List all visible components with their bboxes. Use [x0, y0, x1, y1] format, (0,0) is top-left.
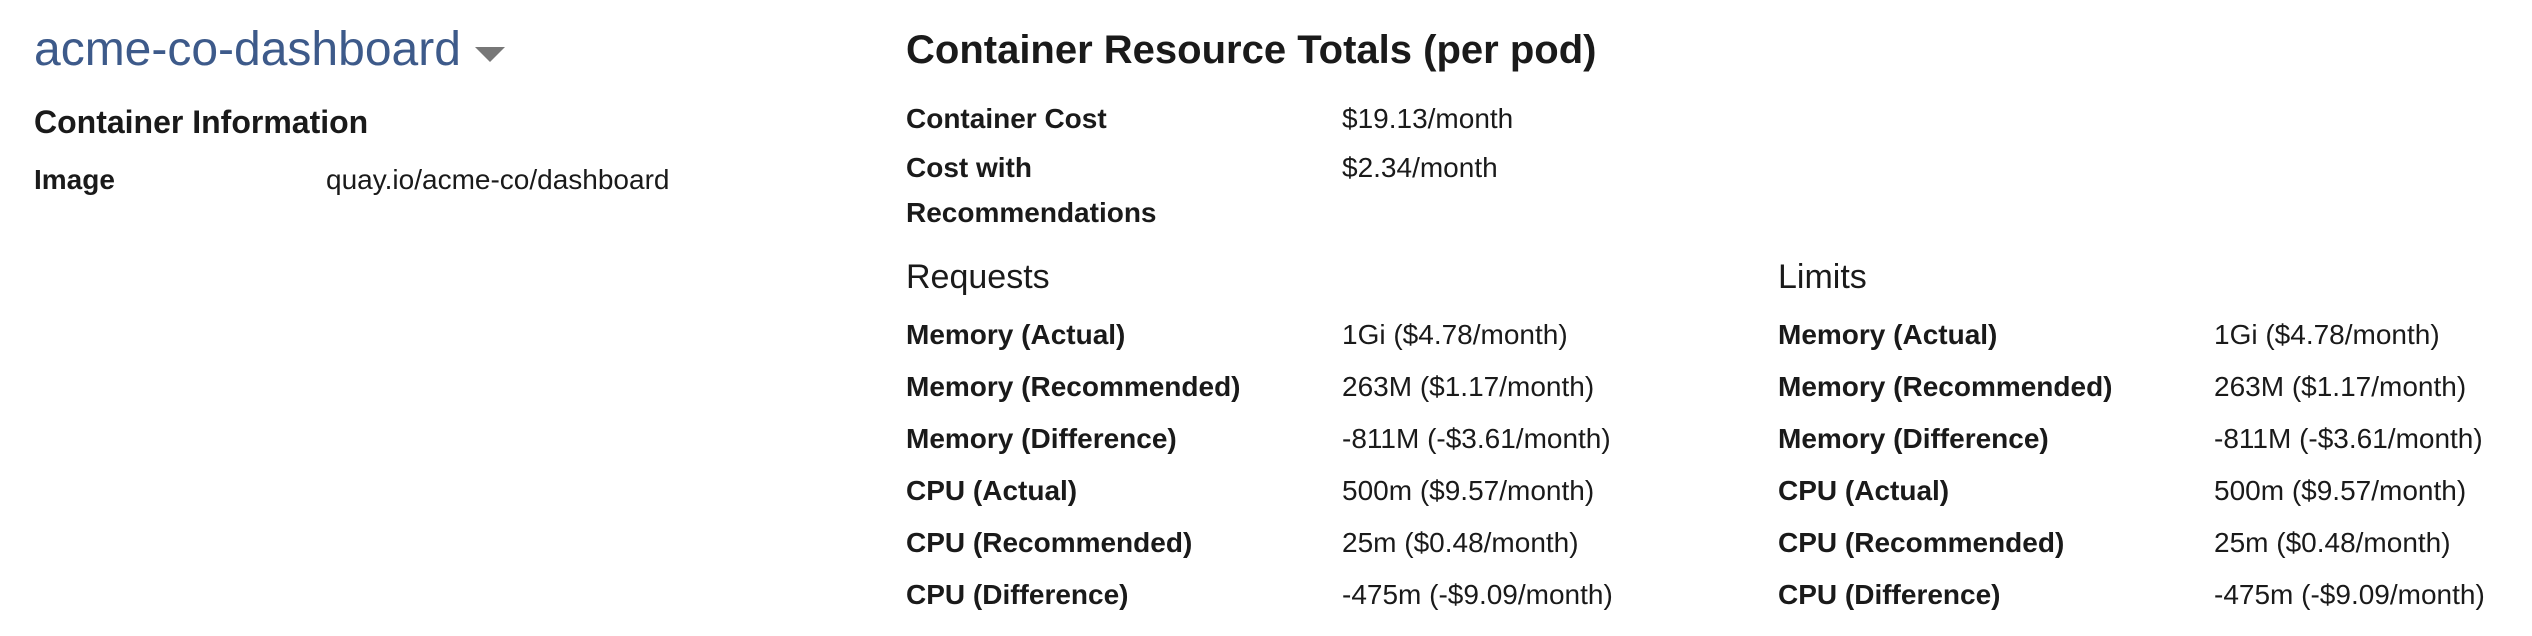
limits-cpu-actual-row: CPU (Actual) 500m ($9.57/month)	[1778, 465, 2516, 517]
limits-memory-difference-row: Memory (Difference) -811M (-$3.61/month)	[1778, 413, 2516, 465]
requests-memory-actual-row: Memory (Actual) 1Gi ($4.78/month)	[906, 309, 1778, 361]
metric-value: -811M (-$3.61/month)	[1342, 423, 1611, 454]
metric-value: 25m ($0.48/month)	[2214, 527, 2451, 558]
metric-value: 25m ($0.48/month)	[1342, 527, 1579, 558]
container-name[interactable]: acme-co-dashboard	[34, 23, 461, 76]
metric-label: CPU (Actual)	[1778, 475, 1950, 506]
container-cost-row: Container Cost $19.13/month	[906, 96, 2516, 141]
metric-value: 1Gi ($4.78/month)	[1342, 319, 1568, 350]
requests-group: Requests Memory (Actual) 1Gi ($4.78/mont…	[906, 253, 1778, 621]
resource-groups: Requests Memory (Actual) 1Gi ($4.78/mont…	[906, 253, 2516, 621]
metric-label: CPU (Recommended)	[1778, 527, 2065, 558]
metric-label: Memory (Recommended)	[906, 371, 1241, 402]
metric-value: -475m (-$9.09/month)	[2214, 579, 2485, 610]
container-info-heading: Container Information	[34, 104, 369, 140]
metric-value: -811M (-$3.61/month)	[2214, 423, 2483, 454]
image-label: Image	[34, 164, 115, 195]
metric-label: Memory (Difference)	[906, 423, 1177, 454]
resource-totals-title: Container Resource Totals (per pod)	[906, 28, 1597, 72]
requests-heading: Requests	[906, 258, 1050, 296]
metric-label: CPU (Recommended)	[906, 527, 1193, 558]
container-info-panel: acme-co-dashboard Container Information …	[34, 18, 854, 202]
image-value: quay.io/acme-co/dashboard	[326, 164, 670, 195]
requests-memory-difference-row: Memory (Difference) -811M (-$3.61/month)	[906, 413, 1778, 465]
requests-memory-recommended-row: Memory (Recommended) 263M ($1.17/month)	[906, 361, 1778, 413]
limits-cpu-difference-row: CPU (Difference) -475m (-$9.09/month)	[1778, 569, 2516, 621]
limits-heading: Limits	[1778, 258, 1867, 296]
metric-label: Memory (Recommended)	[1778, 371, 2113, 402]
cost-table: Container Cost $19.13/month Cost with Re…	[906, 96, 2516, 235]
metric-value: 500m ($9.57/month)	[2214, 475, 2467, 506]
metric-label: Memory (Actual)	[1778, 319, 1998, 350]
metric-value: 263M ($1.17/month)	[1342, 371, 1595, 402]
recommended-cost-label: Cost with Recommendations	[906, 152, 1157, 228]
limits-memory-recommended-row: Memory (Recommended) 263M ($1.17/month)	[1778, 361, 2516, 413]
metric-label: CPU (Difference)	[1778, 579, 2001, 610]
container-cost-value: $19.13/month	[1342, 103, 1514, 134]
container-cost-label: Container Cost	[906, 103, 1107, 134]
metric-value: -475m (-$9.09/month)	[1342, 579, 1613, 610]
recommended-cost-value: $2.34/month	[1342, 152, 1498, 183]
metric-value: 1Gi ($4.78/month)	[2214, 319, 2440, 350]
metric-label: CPU (Difference)	[906, 579, 1129, 610]
container-selector[interactable]: acme-co-dashboard	[34, 18, 854, 82]
limits-cpu-recommended-row: CPU (Recommended) 25m ($0.48/month)	[1778, 517, 2516, 569]
resource-totals-panel: Container Resource Totals (per pod) Cont…	[906, 18, 2516, 621]
metric-value: 263M ($1.17/month)	[2214, 371, 2467, 402]
limits-group: Limits Memory (Actual) 1Gi ($4.78/month)…	[1778, 253, 2516, 621]
requests-cpu-difference-row: CPU (Difference) -475m (-$9.09/month)	[906, 569, 1778, 621]
image-row: Image quay.io/acme-co/dashboard	[34, 158, 854, 202]
caret-down-icon[interactable]	[474, 46, 505, 62]
metric-label: CPU (Actual)	[906, 475, 1078, 506]
recommended-cost-row: Cost with Recommendations $2.34/month	[906, 145, 2516, 235]
metric-label: Memory (Difference)	[1778, 423, 2049, 454]
metric-value: 500m ($9.57/month)	[1342, 475, 1595, 506]
requests-cpu-actual-row: CPU (Actual) 500m ($9.57/month)	[906, 465, 1778, 517]
metric-label: Memory (Actual)	[906, 319, 1126, 350]
limits-memory-actual-row: Memory (Actual) 1Gi ($4.78/month)	[1778, 309, 2516, 361]
requests-cpu-recommended-row: CPU (Recommended) 25m ($0.48/month)	[906, 517, 1778, 569]
